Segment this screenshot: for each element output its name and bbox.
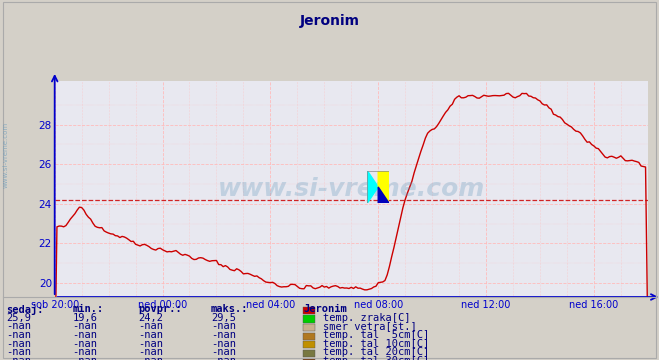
- Text: temp. tal 20cm[C]: temp. tal 20cm[C]: [323, 347, 429, 357]
- Text: temp. tal 30cm[C]: temp. tal 30cm[C]: [323, 356, 429, 360]
- Text: -nan: -nan: [7, 347, 32, 357]
- Text: Jeronim: Jeronim: [299, 14, 360, 28]
- Text: -nan: -nan: [138, 356, 163, 360]
- Text: www.si-vreme.com: www.si-vreme.com: [217, 177, 485, 201]
- Text: -nan: -nan: [72, 330, 98, 340]
- Text: -nan: -nan: [72, 356, 98, 360]
- Text: Jeronim: Jeronim: [303, 304, 347, 314]
- Text: temp. tal  5cm[C]: temp. tal 5cm[C]: [323, 330, 429, 340]
- Text: -nan: -nan: [211, 330, 236, 340]
- Text: -nan: -nan: [72, 347, 98, 357]
- Text: 29,5: 29,5: [211, 313, 236, 323]
- Text: -nan: -nan: [7, 339, 32, 349]
- Text: -nan: -nan: [7, 356, 32, 360]
- Text: -nan: -nan: [138, 321, 163, 332]
- Text: min.:: min.:: [72, 304, 103, 314]
- Polygon shape: [367, 171, 378, 203]
- Text: -nan: -nan: [7, 321, 32, 332]
- Text: -nan: -nan: [138, 330, 163, 340]
- Text: 25,9: 25,9: [7, 313, 32, 323]
- Text: -nan: -nan: [72, 321, 98, 332]
- Text: -nan: -nan: [211, 321, 236, 332]
- Text: -nan: -nan: [7, 330, 32, 340]
- Text: temp. tal 10cm[C]: temp. tal 10cm[C]: [323, 339, 429, 349]
- Text: smer vetra[st.]: smer vetra[st.]: [323, 321, 416, 332]
- Text: -nan: -nan: [211, 339, 236, 349]
- Text: www.si-vreme.com: www.si-vreme.com: [2, 122, 9, 188]
- Text: -nan: -nan: [138, 347, 163, 357]
- Text: -nan: -nan: [138, 339, 163, 349]
- Text: sedaj:: sedaj:: [7, 304, 44, 315]
- Text: -nan: -nan: [72, 339, 98, 349]
- Text: -nan: -nan: [211, 356, 236, 360]
- Text: -nan: -nan: [211, 347, 236, 357]
- Text: 19,6: 19,6: [72, 313, 98, 323]
- Polygon shape: [378, 171, 389, 203]
- Text: temp. zraka[C]: temp. zraka[C]: [323, 313, 411, 323]
- Polygon shape: [378, 187, 389, 203]
- Text: povpr.:: povpr.:: [138, 304, 182, 314]
- Text: maks.:: maks.:: [211, 304, 248, 314]
- Text: 24,2: 24,2: [138, 313, 163, 323]
